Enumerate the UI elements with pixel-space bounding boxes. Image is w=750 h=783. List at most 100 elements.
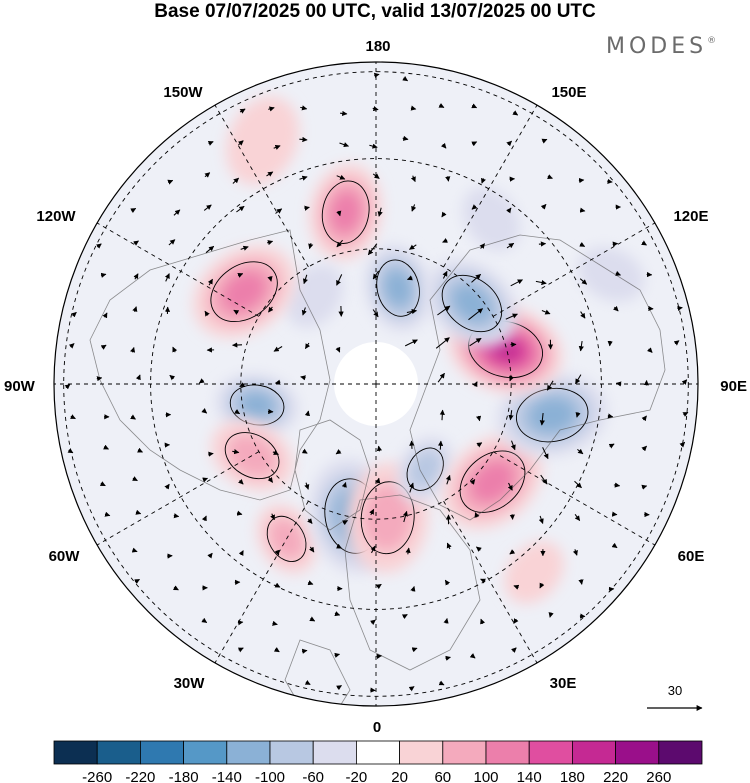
wind-vector [336, 274, 343, 286]
anomaly-cell [426, 260, 518, 347]
wind-vector [438, 680, 445, 686]
wind-vector [409, 440, 415, 449]
wind-vector [540, 474, 548, 485]
colorbar-bin [399, 740, 444, 765]
wind-vector [274, 379, 281, 385]
wind-vector [575, 374, 582, 385]
wind-vector [238, 478, 244, 485]
wind-vector [133, 273, 139, 280]
wind-vector [476, 442, 483, 448]
undefined [462, 187, 521, 251]
colorbar-tick-label: 140 [517, 769, 542, 783]
wind-vector [608, 586, 615, 592]
wind-vector [441, 211, 447, 218]
wind-vector [67, 448, 74, 454]
wind-vector [164, 483, 170, 490]
wind-vector [481, 177, 486, 184]
lon-label-30w: 30W [174, 675, 206, 692]
wind-vector [238, 550, 244, 557]
wind-vector [169, 374, 176, 381]
wind-vector [682, 411, 689, 417]
wind-vector [95, 243, 102, 249]
wind-vector [268, 106, 275, 112]
anomaly-cell [210, 420, 294, 492]
plot-title: Base 07/07/2025 00 UTC, valid 13/07/2025… [154, 1, 596, 22]
wind-vector [204, 310, 210, 317]
undefined [329, 190, 362, 234]
wind-vector [304, 205, 310, 211]
wind-vector [70, 414, 76, 420]
wind-vector [608, 443, 615, 449]
wind-vector [510, 279, 523, 287]
wind-vector [510, 440, 516, 451]
wind-vector [336, 685, 342, 691]
wind-vector [641, 415, 647, 422]
lon-label-30e: 30E [550, 675, 577, 692]
anomaly-contour-line [376, 259, 420, 317]
wind-vector [607, 340, 613, 347]
wind-vector [304, 342, 311, 350]
wind-vector [266, 240, 274, 246]
wind-vector [506, 242, 515, 249]
wind-vector [641, 445, 647, 452]
colorbar-tick-label: -20 [346, 769, 368, 783]
wind-vector [334, 611, 341, 617]
undefined [407, 449, 443, 490]
wind-vector [471, 273, 481, 283]
wind-vector [103, 444, 109, 450]
wind-vector [615, 381, 622, 387]
wind-vector [240, 245, 249, 251]
undefined [578, 247, 645, 302]
wind-vector [579, 241, 586, 247]
undefined [226, 96, 300, 185]
wind-vector [369, 508, 375, 516]
wind-vector [377, 207, 383, 217]
coastline-greenland [294, 419, 371, 531]
wind-vector [535, 279, 547, 286]
wind-vector [578, 341, 584, 352]
wind-vector [267, 476, 274, 483]
wind-vector [301, 448, 308, 454]
wind-vector [541, 309, 551, 315]
wind-vector [613, 482, 621, 488]
wind-vector [402, 510, 408, 523]
undefined [383, 268, 413, 308]
wind-vector [205, 245, 215, 254]
wind-vector [442, 270, 448, 279]
modes-logo: MODES® [606, 34, 716, 59]
wind-vector [613, 305, 619, 312]
wind-vector [130, 346, 136, 353]
anomaly-field [193, 96, 645, 604]
wind-vector [578, 177, 585, 184]
wind-vector [575, 411, 581, 418]
anomaly-contour-line [406, 447, 444, 491]
wind-vector [443, 617, 449, 624]
wind-vector [173, 209, 181, 216]
wind-vector [410, 175, 416, 183]
colorbar-tick-label: -60 [302, 769, 324, 783]
wind-vector [474, 512, 480, 518]
wind-vector [408, 686, 415, 692]
reference-vector: 30 [647, 683, 703, 711]
wind-vector [198, 378, 205, 384]
wind-vector [304, 679, 311, 685]
wind-vector [233, 309, 240, 315]
wind-vector [204, 172, 211, 178]
wind-vector [677, 305, 683, 311]
colorbar-bin [96, 740, 141, 765]
colorbar-tick-label: 220 [603, 769, 628, 783]
wind-vector [275, 208, 283, 214]
brand-name: MODES [606, 34, 708, 59]
wind-vector [372, 309, 379, 318]
wind-vector [439, 409, 445, 421]
wind-vector [336, 543, 342, 549]
anomaly-cell [578, 247, 645, 302]
wind-vector [340, 110, 348, 117]
wind-vector [404, 339, 418, 347]
colorbar-bin [485, 740, 530, 765]
wind-vector [207, 278, 213, 286]
meridian-line [492, 222, 656, 317]
wind-vector [580, 311, 586, 319]
wind-vector [369, 143, 378, 149]
wind-vector [341, 481, 347, 488]
